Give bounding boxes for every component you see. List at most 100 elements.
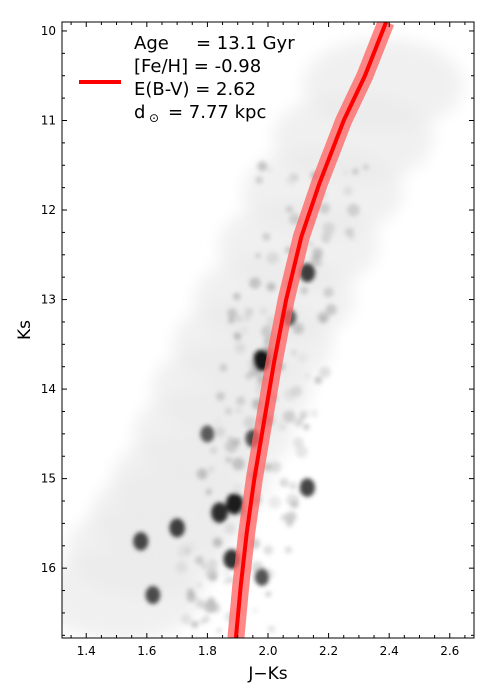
density-blob [255, 253, 261, 259]
density-blob [352, 168, 359, 175]
density-blob [363, 164, 369, 170]
y-tick-label: 15 [41, 472, 56, 486]
density-blob [269, 461, 282, 473]
density-blob [210, 446, 218, 454]
density-blob [291, 349, 297, 356]
x-tick-label: 2.6 [440, 644, 459, 658]
density-blob [225, 456, 232, 464]
y-tick-label: 12 [41, 203, 56, 217]
density-blob [284, 546, 292, 554]
density-blob [228, 317, 235, 324]
density-blob [257, 161, 268, 172]
density-blob [322, 229, 332, 240]
density-blob [267, 166, 273, 173]
density-blob [227, 436, 233, 442]
isochrone-line [233, 22, 389, 638]
density-blob [216, 628, 222, 634]
density-blob [303, 423, 310, 431]
density-blob [190, 620, 199, 629]
density-blob [312, 247, 323, 259]
density-clump [145, 586, 161, 605]
y-axis-title: Ks [15, 320, 35, 340]
density-blob [300, 286, 309, 295]
x-tick-label: 1.4 [77, 644, 96, 658]
density-blob [203, 600, 217, 614]
legend-age-value: = 13.1 Gyr [196, 33, 295, 54]
density-blob [214, 426, 226, 438]
density-blob [205, 488, 212, 496]
density-blob [263, 462, 272, 472]
x-tick-label: 1.6 [137, 644, 156, 658]
density-blob [285, 518, 294, 528]
density-blob [345, 227, 355, 237]
density-blob [196, 581, 203, 589]
x-axis-title: J−Ks [247, 664, 287, 684]
legend: Age = 13.1 Gyr [Fe/H] = -0.98 E(B-V) = 2… [79, 33, 295, 125]
density-blob [316, 261, 323, 268]
x-tick-label: 2.2 [319, 644, 338, 658]
density-blob [232, 457, 245, 471]
density-blob [243, 416, 256, 429]
density-blob [293, 437, 304, 448]
density-blob [262, 232, 271, 242]
density-clump [254, 568, 270, 586]
density-blob [268, 496, 282, 509]
density-blob [235, 406, 243, 414]
density-blob [309, 409, 319, 418]
density-blob [195, 555, 204, 565]
y-tick-label: 10 [41, 24, 56, 38]
density-blob [286, 493, 299, 507]
density-blob [308, 241, 314, 248]
density-blob [196, 468, 208, 480]
legend-feh: [Fe/H] = -0.98 [134, 56, 261, 77]
density-clump [133, 532, 149, 551]
density-blob [222, 570, 230, 577]
density-blob [205, 567, 219, 581]
density-blob [233, 333, 242, 341]
density-blob [232, 482, 243, 494]
density-blob [314, 376, 323, 385]
density-blob [263, 545, 274, 556]
density-blob [266, 282, 276, 292]
density-blob [286, 205, 293, 213]
density-blob [323, 287, 334, 298]
density-blob [231, 439, 238, 445]
density-blob [175, 561, 188, 574]
density-blob [295, 445, 308, 458]
density-blob [268, 625, 276, 633]
density-blob [244, 315, 251, 322]
density-blob [244, 307, 254, 317]
y-tick-label: 16 [41, 561, 56, 575]
density-blob [233, 292, 241, 301]
legend-age-label: Age [134, 33, 169, 54]
density-blob [280, 424, 286, 431]
density-blob [222, 579, 229, 585]
density-blob [219, 363, 228, 372]
legend-dist-value: = 7.77 kpc [168, 102, 266, 123]
density-blob [341, 169, 349, 176]
density-blob [294, 418, 303, 427]
density-blob [208, 466, 215, 473]
x-tick-label: 2.0 [258, 644, 277, 658]
density-blob [224, 407, 233, 415]
density-blob [265, 591, 272, 597]
density-blob [235, 315, 243, 323]
density-blob [320, 315, 327, 322]
legend-dist-label: d [134, 102, 145, 123]
density-blob [234, 342, 246, 354]
density-blob [186, 592, 197, 603]
density-blob [239, 326, 249, 336]
density-blob [347, 203, 360, 217]
density-blob [319, 366, 331, 378]
y-tick-label: 13 [41, 293, 56, 307]
density-blob [325, 304, 337, 316]
isochrone-curve [233, 22, 389, 638]
density-blob [245, 372, 253, 380]
density-clump [200, 425, 215, 443]
density-blob [297, 352, 308, 364]
density-blob [202, 615, 211, 623]
x-tick-label: 1.8 [198, 644, 217, 658]
density-blob [201, 563, 208, 570]
density-clump [169, 518, 185, 538]
